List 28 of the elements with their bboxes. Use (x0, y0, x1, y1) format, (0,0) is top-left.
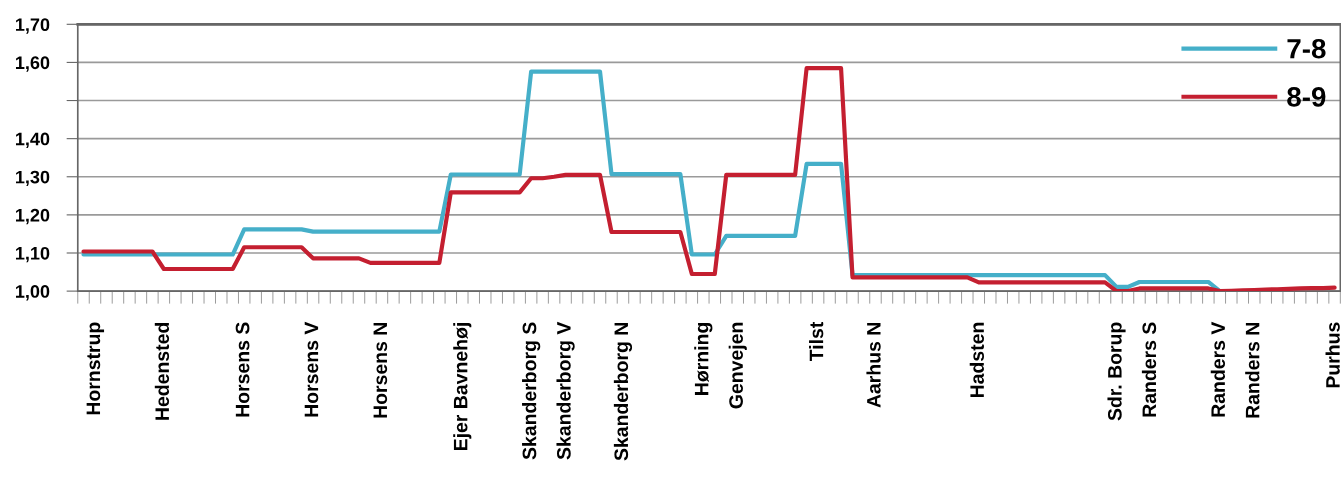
legend-label: 7-8 (1287, 38, 1326, 59)
x-tick-label: Randers S (1141, 322, 1157, 417)
x-tick-label: Hørning (694, 322, 713, 395)
x-tick-label: Hornstrup (86, 322, 105, 415)
y-tick-label: 1,70 (16, 18, 50, 34)
y-tick-label: 1,10 (16, 246, 50, 263)
x-tick-label: Aarhus N (866, 322, 881, 408)
x-tick-label: Hedensted (154, 322, 170, 420)
x-tick-label: Tilst (809, 321, 824, 362)
x-tick-label: Skanderborg S (522, 322, 541, 460)
x-tick-label: Purhus (1325, 322, 1340, 388)
y-tick-label: 1,30 (16, 170, 50, 187)
legend-label: 8-9 (1287, 87, 1326, 107)
x-tick-label: Horsens V (304, 321, 319, 417)
y-tick-label: 1,60 (16, 56, 50, 72)
x-tick-label: Randers V (1210, 321, 1226, 417)
x-tick-label: Horsens S (235, 322, 250, 417)
x-tick-label: Horsens N (373, 322, 388, 418)
x-tick-label: Hadsten (969, 322, 984, 398)
y-tick-label: 1,00 (16, 285, 50, 301)
x-tick-label: Skanderborg V (556, 321, 575, 460)
x-tick-label: Ejer Bavnehøj (453, 323, 472, 451)
x-tick-label: Randers N (1245, 322, 1260, 418)
y-tick-label: 1,20 (16, 208, 50, 225)
x-tick-label: Genvejen (728, 322, 747, 409)
y-tick-label: 1,40 (16, 132, 50, 148)
x-tick-label: Skanderborg N (613, 322, 633, 461)
x-tick-label: Sdr. Borup (1107, 322, 1126, 421)
